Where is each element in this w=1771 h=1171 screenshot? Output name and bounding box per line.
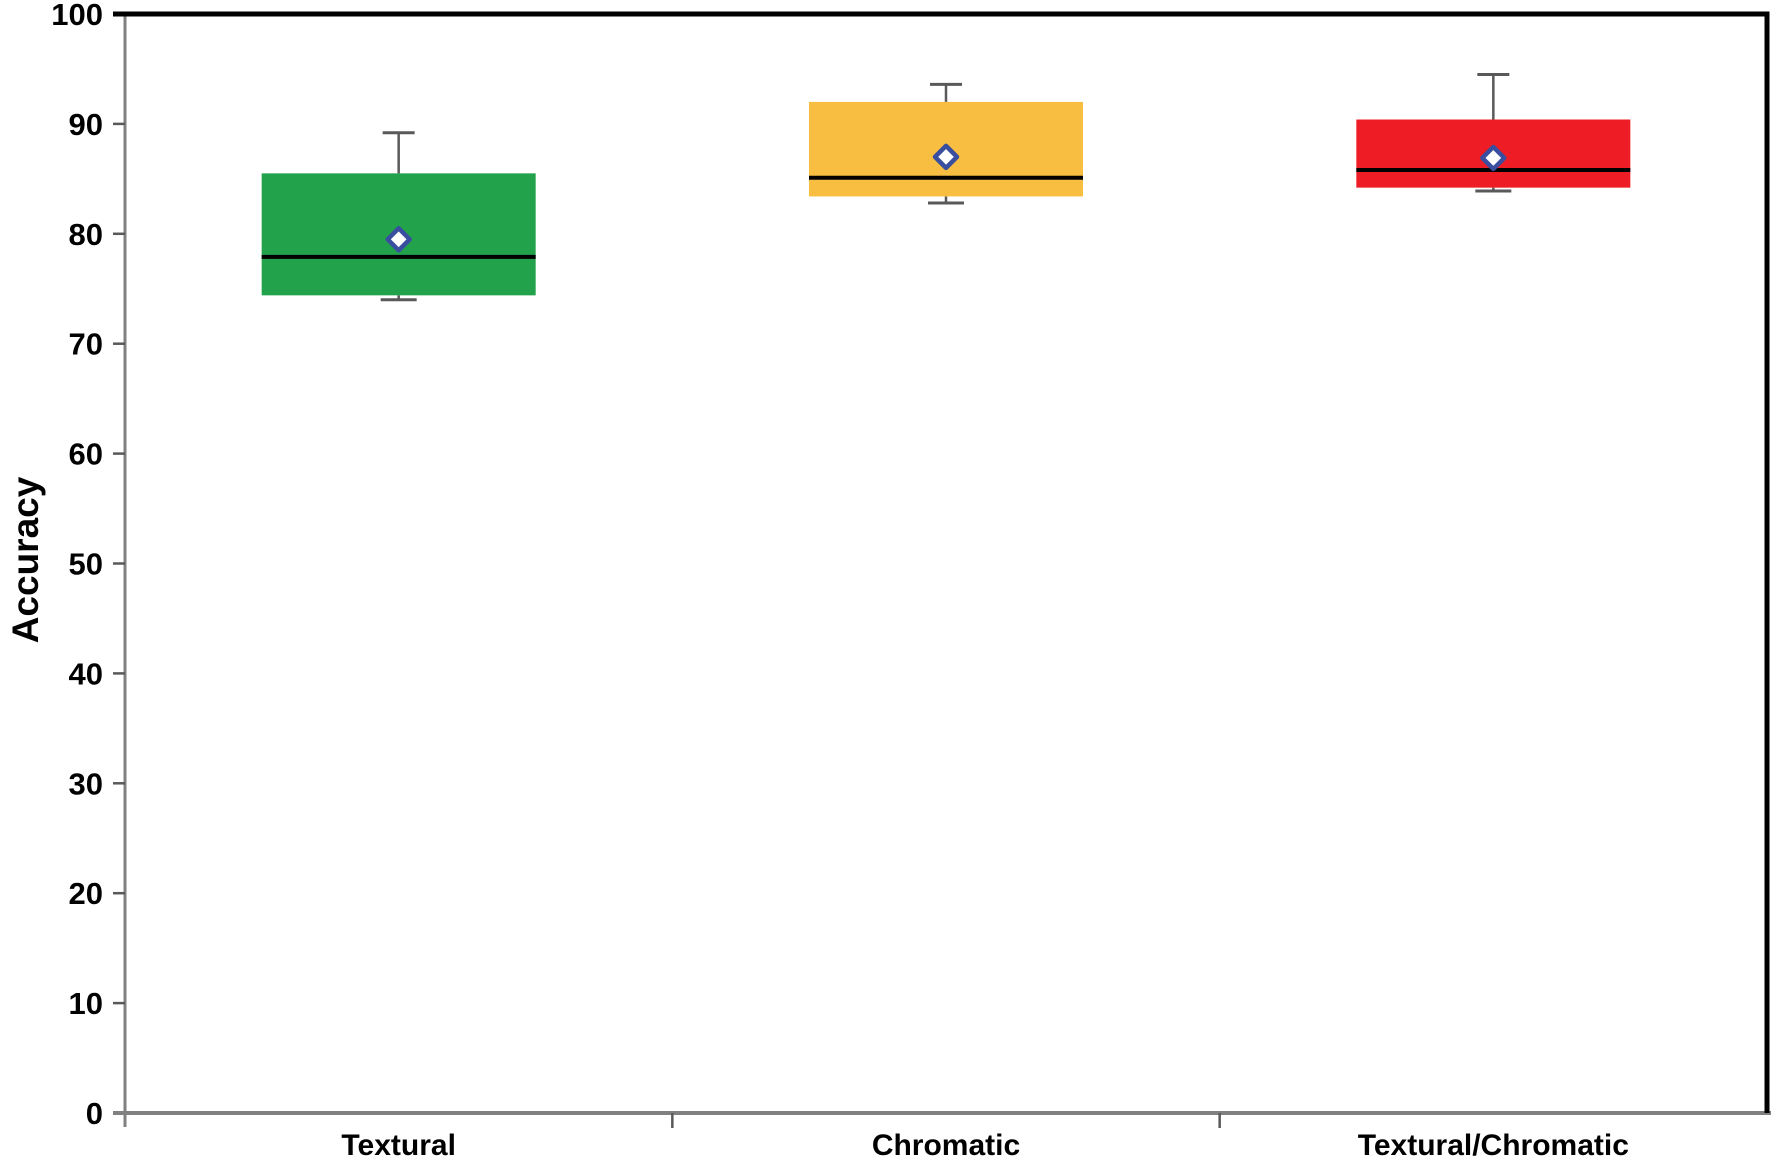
y-tick-label: 90 bbox=[69, 107, 103, 142]
mean-diamond-marker bbox=[932, 143, 960, 171]
y-tick-label: 30 bbox=[69, 766, 103, 801]
y-tick-label: 40 bbox=[69, 656, 103, 691]
mean-diamond-marker bbox=[385, 226, 412, 253]
y-tick-label: 20 bbox=[69, 876, 103, 911]
y-tick-label: 60 bbox=[69, 437, 103, 472]
y-tick-label: 0 bbox=[86, 1096, 103, 1131]
y-tick-label: 100 bbox=[51, 0, 103, 32]
y-tick-label: 10 bbox=[69, 986, 103, 1021]
y-tick-label: 70 bbox=[69, 327, 103, 362]
y-tick-label: 80 bbox=[69, 217, 103, 252]
x-category-label: Chromatic bbox=[872, 1129, 1020, 1162]
x-category-label: Textural bbox=[341, 1129, 455, 1162]
mean-diamond-marker bbox=[1480, 144, 1507, 172]
x-category-label: Textural/Chromatic bbox=[1358, 1129, 1629, 1162]
y-tick-label: 50 bbox=[69, 547, 103, 582]
